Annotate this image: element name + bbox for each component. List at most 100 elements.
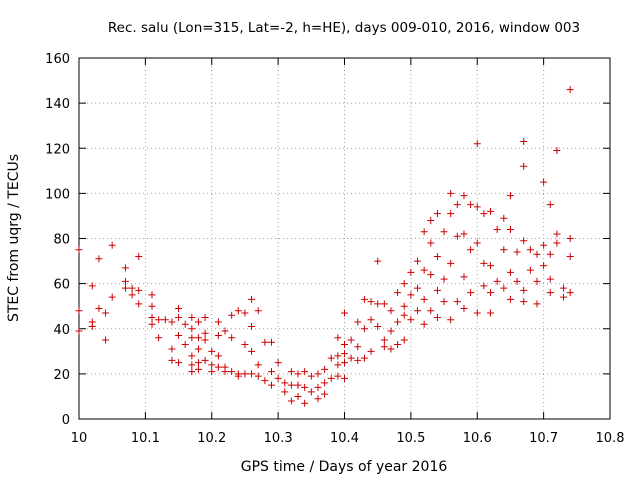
data-point	[473, 239, 481, 247]
data-point	[487, 207, 495, 215]
data-point	[506, 192, 514, 200]
data-point	[188, 313, 196, 321]
data-point	[380, 336, 388, 344]
data-point	[374, 300, 382, 308]
data-point	[175, 313, 183, 321]
data-point	[440, 228, 448, 236]
data-point	[327, 374, 335, 382]
y-tick-label: 100	[45, 187, 70, 202]
data-point	[148, 320, 156, 328]
data-point	[194, 365, 202, 373]
data-point	[128, 284, 136, 292]
data-point	[553, 147, 561, 155]
data-point	[387, 345, 395, 353]
data-point	[161, 316, 169, 324]
data-point	[314, 395, 322, 403]
data-point	[175, 332, 183, 340]
x-tick-label: 10.6	[463, 431, 492, 446]
data-point	[520, 298, 528, 306]
data-point	[453, 201, 461, 209]
data-point	[188, 334, 196, 342]
data-point	[354, 356, 362, 364]
data-point	[533, 300, 541, 308]
data-point	[360, 325, 368, 333]
data-point	[467, 289, 475, 297]
data-point	[254, 372, 262, 380]
data-point	[102, 309, 110, 317]
data-point	[526, 266, 534, 274]
data-point	[540, 262, 548, 270]
x-tick-label: 10.5	[396, 431, 425, 446]
x-tick-label: 10.7	[529, 431, 558, 446]
x-tick-label: 10.3	[264, 431, 293, 446]
data-point	[360, 354, 368, 362]
data-point	[301, 368, 309, 376]
data-point	[546, 250, 554, 258]
data-point	[201, 329, 209, 337]
data-point	[148, 313, 156, 321]
data-point	[194, 345, 202, 353]
data-point	[321, 379, 329, 387]
data-point	[287, 368, 295, 376]
data-point	[420, 266, 428, 274]
data-point	[228, 334, 236, 342]
data-point	[314, 370, 322, 378]
data-point	[88, 282, 96, 290]
data-point	[407, 316, 415, 324]
data-point	[121, 264, 129, 272]
data-point	[148, 302, 156, 310]
data-point	[407, 268, 415, 276]
data-point	[307, 372, 315, 380]
data-point	[214, 332, 222, 340]
data-point	[414, 307, 422, 315]
data-point	[148, 291, 156, 299]
data-point	[467, 246, 475, 254]
data-point	[102, 336, 110, 344]
x-axis-label: GPS time / Days of year 2016	[241, 459, 448, 475]
data-point	[267, 368, 275, 376]
data-point	[307, 388, 315, 396]
data-point	[341, 359, 348, 367]
data-point	[553, 230, 561, 238]
data-point	[208, 361, 216, 369]
data-point	[281, 388, 289, 396]
data-point	[447, 316, 455, 324]
data-point	[228, 311, 236, 319]
data-point	[194, 334, 202, 342]
data-point	[520, 237, 528, 245]
data-point	[321, 390, 329, 398]
data-point	[387, 307, 395, 315]
data-point	[500, 214, 508, 222]
x-tick-label: 10.1	[131, 431, 160, 446]
data-point	[188, 352, 196, 360]
x-tick-label: 10	[71, 431, 88, 446]
data-point	[108, 241, 116, 249]
data-point	[341, 374, 348, 382]
data-point	[261, 338, 269, 346]
data-point	[487, 262, 495, 270]
data-point	[367, 347, 375, 355]
data-point	[520, 137, 528, 145]
data-point	[334, 352, 342, 360]
data-point	[214, 318, 222, 326]
data-point	[228, 368, 236, 376]
data-point	[506, 268, 514, 276]
data-point	[487, 309, 495, 317]
x-axis: 10 10.1 10.2 10.3 10.4 10.5 10.6 10.7 10.8	[71, 58, 624, 446]
data-point	[294, 370, 302, 378]
data-point	[234, 372, 242, 380]
data-point	[208, 347, 216, 355]
data-point	[553, 239, 561, 247]
data-point	[513, 277, 521, 285]
data-point	[168, 356, 176, 364]
data-point	[287, 381, 295, 389]
data-point	[447, 210, 455, 218]
y-tick-label: 80	[53, 233, 70, 248]
data-point	[566, 86, 574, 94]
data-point	[460, 304, 468, 312]
data-point	[135, 286, 143, 294]
data-point	[175, 359, 183, 367]
data-point	[526, 246, 534, 254]
data-point	[433, 286, 441, 294]
